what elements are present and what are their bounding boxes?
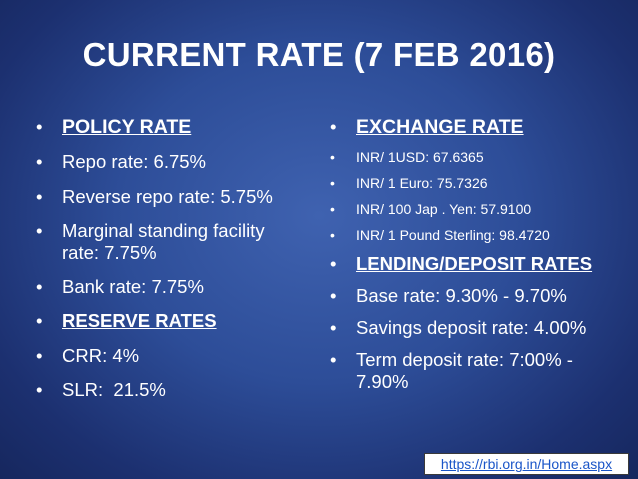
lending-deposit-heading: LENDING/DEPOSIT RATES: [356, 252, 593, 274]
bullet: •: [36, 310, 43, 332]
list-item: • LENDING/DEPOSIT RATES: [330, 253, 630, 275]
bullet: •: [36, 185, 43, 207]
base-rate: Base rate: 9.30% - 9.70%: [356, 284, 567, 306]
bullet: •: [36, 344, 43, 366]
list-item: • EXCHANGE RATE: [330, 116, 630, 139]
list-item: • Base rate: 9.30% - 9.70%: [330, 285, 630, 307]
bullet: •: [330, 175, 335, 192]
bullet: •: [330, 316, 337, 338]
bullet: •: [330, 226, 335, 243]
savings-deposit-rate: Savings deposit rate: 4.00%: [356, 316, 587, 338]
left-column: • POLICY RATE • Repo rate: 6.75% • Reverse …: [36, 116, 306, 413]
reverse-repo-rate: Reverse repo rate: 5.75%: [62, 185, 273, 207]
list-item: • INR/ 100 Jap . Yen: 57.9100: [330, 201, 630, 218]
list-item: • POLICY RATE: [36, 116, 306, 139]
bullet: •: [330, 349, 337, 371]
bullet: •: [36, 116, 43, 137]
list-item: • Term deposit rate: 7:00% - 7.90%: [330, 349, 630, 393]
bullet: •: [330, 149, 335, 166]
slr-rate: SLR: 21.5%: [62, 378, 166, 400]
bullet: •: [330, 200, 335, 217]
repo-rate: Repo rate: 6.75%: [62, 151, 206, 173]
list-item: • RESERVE RATES: [36, 310, 306, 332]
bullet: •: [330, 284, 337, 306]
list-item: • INR/ 1 Euro: 75.7326: [330, 175, 630, 192]
msf-rate: Marginal standing facility rate: 7.75%: [62, 219, 265, 263]
list-item: • INR/ 1USD: 67.6365: [330, 149, 630, 166]
exchange-rate-heading: EXCHANGE RATE: [356, 116, 524, 138]
inr-usd: INR/ 1USD: 67.6365: [356, 149, 484, 166]
bullet: •: [36, 276, 43, 298]
list-item: • Repo rate: 6.75%: [36, 151, 306, 173]
list-item: • Reverse repo rate: 5.75%: [36, 186, 306, 208]
bullet: •: [36, 219, 43, 241]
source-link[interactable]: https://rbi.org.in/Home.aspx: [424, 453, 629, 475]
bullet: •: [36, 378, 43, 400]
bullet: •: [36, 151, 43, 173]
list-item: • Marginal standing facility rate: 7.75%: [36, 220, 306, 264]
list-item: • Savings deposit rate: 4.00%: [330, 317, 630, 339]
list-item: • CRR: 4%: [36, 345, 306, 367]
bank-rate: Bank rate: 7.75%: [62, 276, 204, 298]
list-item: • SLR: 21.5%: [36, 379, 306, 401]
term-deposit-rate: Term deposit rate: 7:00% - 7.90%: [356, 349, 573, 393]
reserve-rates-heading: RESERVE RATES: [62, 310, 217, 332]
crr-rate: CRR: 4%: [62, 344, 140, 366]
list-item: • Bank rate: 7.75%: [36, 276, 306, 298]
inr-pound: INR/ 1 Pound Sterling: 98.4720: [356, 226, 550, 243]
inr-yen: INR/ 100 Jap . Yen: 57.9100: [356, 200, 532, 217]
inr-euro: INR/ 1 Euro: 75.7326: [356, 175, 488, 192]
list-item: • INR/ 1 Pound Sterling: 98.4720: [330, 227, 630, 244]
slide-title: CURRENT RATE (7 FEB 2016): [82, 36, 556, 73]
bullet: •: [330, 252, 337, 274]
right-column: • EXCHANGE RATE • INR/ 1USD: 67.6365 • INR/…: [330, 116, 630, 404]
policy-rate-heading: POLICY RATE: [62, 116, 192, 138]
bullet: •: [330, 116, 337, 137]
